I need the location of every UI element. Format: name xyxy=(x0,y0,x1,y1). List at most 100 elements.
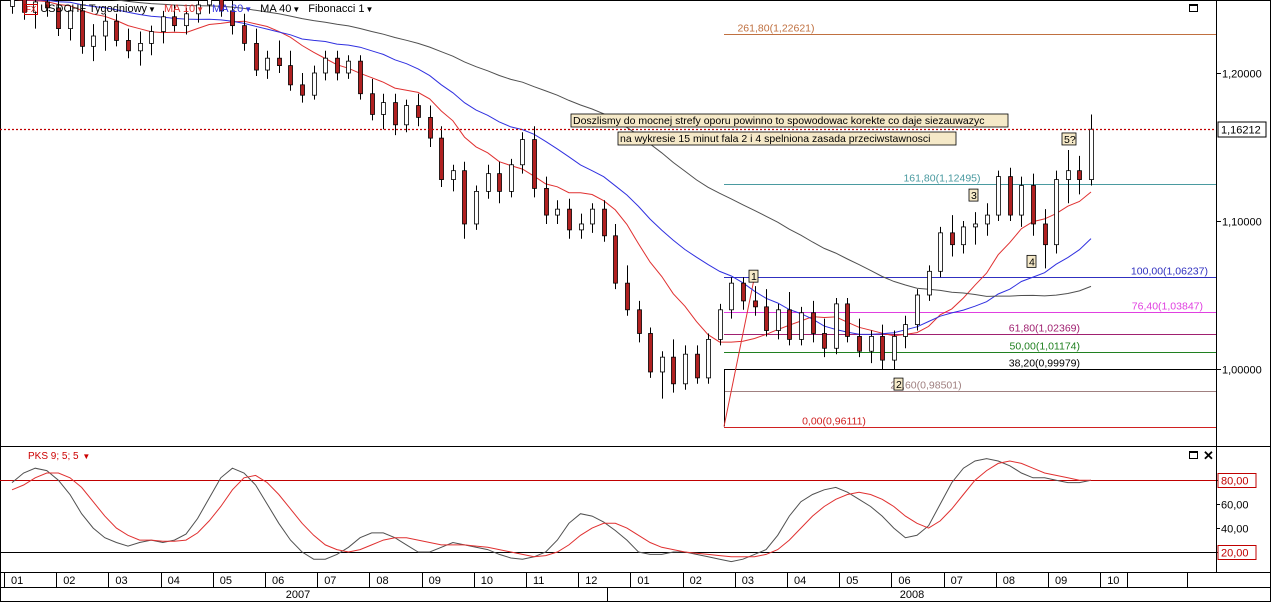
candle xyxy=(671,339,676,393)
candle-body-down xyxy=(428,117,433,139)
candle-body-up xyxy=(869,336,874,352)
candle xyxy=(265,50,270,79)
month-label: 04 xyxy=(168,575,180,587)
candle xyxy=(567,198,572,239)
candle xyxy=(1089,114,1094,186)
ma10-label: MA 10 xyxy=(163,3,196,15)
candle xyxy=(845,297,850,343)
ma20-selector[interactable]: MA 20▼ xyxy=(212,3,252,15)
candle-body-down xyxy=(950,232,955,246)
fibonacci-selector[interactable]: Fibonacci 1▼ xyxy=(308,3,373,15)
candle-body-down xyxy=(254,43,259,71)
wave-label: 3 xyxy=(971,190,977,202)
candle xyxy=(172,4,177,32)
month-label: 06 xyxy=(898,575,910,587)
candle xyxy=(787,292,792,346)
candle-body-up xyxy=(91,35,96,47)
candle xyxy=(660,351,665,399)
wave-label-box xyxy=(1026,254,1037,268)
candle xyxy=(312,65,317,100)
annotation-line2: na wykresie 15 minut fala 2 i 4 spelnion… xyxy=(620,133,931,145)
candle-body-up xyxy=(404,105,409,126)
ma10-line xyxy=(16,0,1092,343)
candle xyxy=(927,265,932,301)
stochastic-pane: 80,00 60,00 40,00 20,00 xyxy=(0,458,1257,563)
candle xyxy=(56,0,61,36)
candle-body-down xyxy=(80,10,85,47)
candle-body-up xyxy=(207,0,212,6)
candle-body-up xyxy=(486,173,491,192)
ma40-selector[interactable]: MA 40▼ xyxy=(260,3,300,15)
dropdown-arrow-icon: ▼ xyxy=(148,4,156,14)
candle-body-up xyxy=(265,57,270,71)
candle-body-up xyxy=(346,60,351,74)
fibonacci-levels[interactable]: 261,80(1,22621) 161,80(1,12495) 100,00(1,0… xyxy=(723,23,1216,428)
candle-body-down xyxy=(242,25,247,44)
candle xyxy=(834,297,839,355)
candle-body-down xyxy=(613,235,618,284)
candle-body-up xyxy=(312,72,317,96)
month-label: 02 xyxy=(63,575,75,587)
candle xyxy=(323,50,328,81)
wave-label: 1 xyxy=(751,271,757,283)
candle xyxy=(219,0,224,17)
month-label: 10 xyxy=(481,575,493,587)
candle xyxy=(207,0,212,14)
candle-body-up xyxy=(892,336,897,361)
candle-body-down xyxy=(114,20,119,41)
dropdown-arrow-icon: ▼ xyxy=(82,452,91,461)
maximize-indicator-icon[interactable] xyxy=(1189,451,1198,459)
candle-body-down xyxy=(219,0,224,12)
candle-body-up xyxy=(799,312,804,340)
close-indicator-icon[interactable]: ✕ xyxy=(1203,448,1214,463)
candle xyxy=(579,213,584,239)
month-label: 10 xyxy=(1107,575,1119,587)
month-label: 06 xyxy=(272,575,284,587)
chart-toolbar: FX USDCHF Tygodniowy ▼ MA 10▼ MA 20▼ MA 4… xyxy=(0,0,381,18)
month-label: 09 xyxy=(429,575,441,587)
candle-body-down xyxy=(358,60,363,95)
year-label: 2008 xyxy=(900,589,924,601)
indicator-selector[interactable]: PKS 9; 5; 5 ▼ xyxy=(28,451,90,462)
candle-body-down xyxy=(741,282,746,302)
candle-body-up xyxy=(927,270,932,296)
dropdown-arrow-icon: ▼ xyxy=(244,5,253,14)
candle xyxy=(961,221,966,254)
symbol-selector[interactable]: FX USDCHF Tygodniowy ▼ xyxy=(0,3,156,15)
candle xyxy=(1019,176,1024,227)
candle xyxy=(114,13,119,47)
candle-body-up xyxy=(996,176,1001,216)
candle-body-down xyxy=(230,10,235,27)
candle xyxy=(242,13,247,51)
ma20-label: MA 20 xyxy=(212,3,244,15)
candle xyxy=(625,265,630,316)
maximize-pane-icon[interactable] xyxy=(1189,4,1198,12)
ma40-line xyxy=(112,0,1092,297)
candle xyxy=(439,126,444,187)
candle xyxy=(1031,173,1036,236)
candle xyxy=(10,0,15,14)
annotation-line1: Doszlismy do mocnej strefy oporu powinno… xyxy=(573,115,984,127)
candle xyxy=(103,13,108,51)
current-price-label: 1,16212 xyxy=(1221,125,1261,137)
price-tick-label: 1,10000 xyxy=(1222,217,1262,229)
candle-body-up xyxy=(184,13,189,27)
candle-body-down xyxy=(45,1,50,9)
candle-body-down xyxy=(602,208,607,237)
candle-body-down xyxy=(277,57,282,67)
month-label: 04 xyxy=(794,575,806,587)
candle-body-down xyxy=(695,353,700,379)
ma10-selector[interactable]: MA 10▼ xyxy=(164,3,204,15)
candle-body-up xyxy=(520,139,525,166)
candle xyxy=(985,203,990,236)
candle-body-down xyxy=(567,208,572,231)
candle xyxy=(903,315,908,349)
candle xyxy=(509,158,514,198)
candle-body-down xyxy=(1008,176,1013,216)
candle-body-up xyxy=(915,294,920,326)
price-tick-label: 1,20000 xyxy=(1222,69,1262,81)
candle xyxy=(277,40,282,73)
candle xyxy=(254,28,259,76)
